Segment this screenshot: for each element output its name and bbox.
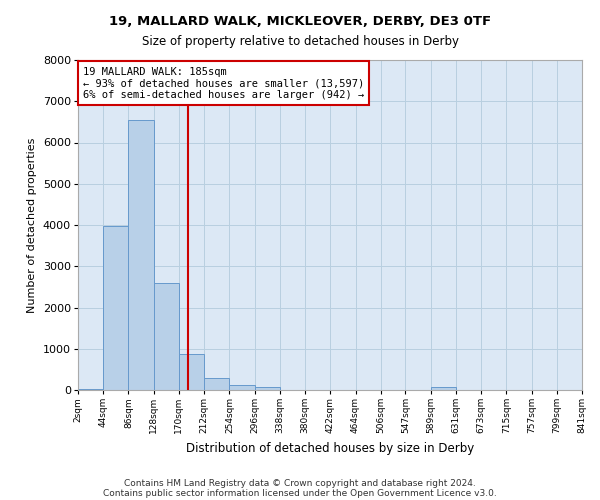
X-axis label: Distribution of detached houses by size in Derby: Distribution of detached houses by size …	[186, 442, 474, 454]
Text: Contains HM Land Registry data © Crown copyright and database right 2024.: Contains HM Land Registry data © Crown c…	[124, 478, 476, 488]
Bar	[78, 389, 103, 390]
Bar	[204, 378, 229, 390]
Bar	[103, 226, 128, 390]
Text: Size of property relative to detached houses in Derby: Size of property relative to detached ho…	[142, 35, 458, 48]
Bar	[179, 354, 204, 390]
Bar	[254, 386, 280, 390]
Text: 19 MALLARD WALK: 185sqm
← 93% of detached houses are smaller (13,597)
6% of semi: 19 MALLARD WALK: 185sqm ← 93% of detache…	[83, 66, 364, 100]
Bar	[128, 120, 154, 390]
Text: Contains public sector information licensed under the Open Government Licence v3: Contains public sector information licen…	[103, 488, 497, 498]
Bar	[431, 387, 456, 390]
Y-axis label: Number of detached properties: Number of detached properties	[28, 138, 37, 312]
Bar	[154, 283, 179, 390]
Bar	[229, 386, 254, 390]
Text: 19, MALLARD WALK, MICKLEOVER, DERBY, DE3 0TF: 19, MALLARD WALK, MICKLEOVER, DERBY, DE3…	[109, 15, 491, 28]
